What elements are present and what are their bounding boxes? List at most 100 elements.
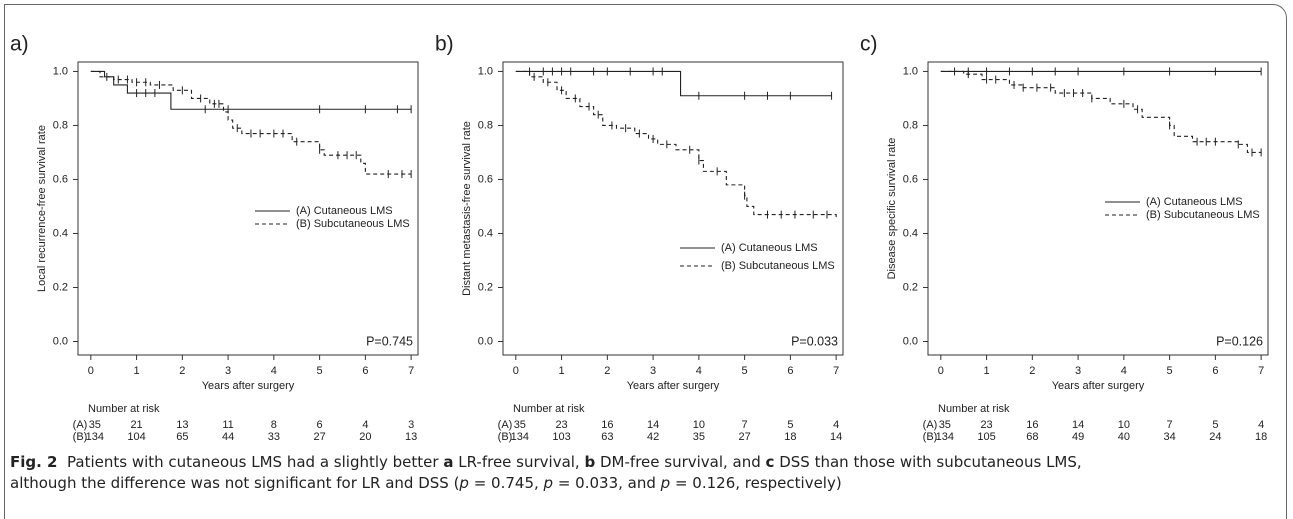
y-tick-label: 0.4	[478, 227, 493, 239]
risk-value: 8	[271, 419, 277, 431]
caption-text: c	[765, 453, 775, 471]
risk-value: 14	[830, 431, 842, 443]
risk-row-label: (A)	[498, 419, 513, 431]
x-tick-label: 2	[1029, 365, 1035, 377]
legend-label: (B) Subcutaneous LMS	[1146, 209, 1260, 221]
risk-value: 63	[601, 431, 613, 443]
x-tick-label: 7	[408, 365, 414, 377]
x-tick-label: 4	[271, 365, 277, 377]
survival-curve	[515, 70, 832, 97]
risk-title: Number at risk	[938, 403, 1010, 415]
risk-value: 35	[693, 431, 705, 443]
risk-value: 18	[1255, 431, 1267, 443]
x-axis-label: Years after surgery	[202, 380, 295, 392]
risk-value: 34	[1163, 431, 1175, 443]
survival-curve	[940, 70, 1262, 154]
caption-text: although the difference was not signific…	[10, 474, 460, 492]
x-tick-label: 7	[833, 365, 839, 377]
x-tick-label: 7	[1258, 365, 1264, 377]
caption-text: = 0.033, and	[553, 474, 661, 492]
x-tick-label: 6	[362, 365, 368, 377]
caption-text: b	[584, 453, 596, 471]
panel-label: b)	[435, 33, 454, 56]
risk-title: Number at risk	[88, 403, 160, 415]
y-tick-label: 0.8	[478, 119, 493, 131]
x-tick-label: 0	[513, 365, 519, 377]
y-axis-label: Distant metastasis-free survival rate	[461, 121, 473, 296]
risk-value: 40	[1118, 431, 1130, 443]
y-tick-label: 0.0	[478, 335, 493, 347]
survival-curve	[90, 70, 412, 175]
x-axis-label: Years after surgery	[1052, 380, 1145, 392]
x-tick-label: 6	[1212, 365, 1218, 377]
risk-value: 23	[555, 419, 567, 431]
risk-value: 16	[601, 419, 613, 431]
legend-label: (B) Subcutaneous LMS	[721, 260, 835, 272]
risk-value: 4	[1258, 419, 1264, 431]
y-tick-label: 0.6	[478, 173, 493, 185]
x-tick-label: 1	[134, 365, 140, 377]
caption-text: p	[459, 474, 469, 492]
risk-value: 134	[936, 431, 954, 443]
survival-curve	[90, 70, 412, 110]
figure-frame	[4, 4, 1287, 519]
y-axis-label: Local recurrence-free survival rate	[36, 125, 48, 292]
caption-text: Patients with cutaneous LMS had a slight…	[57, 453, 444, 471]
y-tick-label: 0.2	[53, 281, 68, 293]
risk-value: 7	[742, 419, 748, 431]
y-tick-label: 0.8	[53, 119, 68, 131]
legend-label: (A) Cutaneous LMS	[1146, 196, 1243, 208]
risk-value: 68	[1026, 431, 1038, 443]
risk-value: 104	[127, 431, 145, 443]
risk-value: 33	[268, 431, 280, 443]
risk-value: 23	[980, 419, 992, 431]
risk-value: 35	[514, 419, 526, 431]
risk-value: 49	[1072, 431, 1084, 443]
x-tick-label: 5	[1167, 365, 1173, 377]
survival-curve	[515, 70, 837, 220]
caption-text: = 0.745,	[468, 474, 544, 492]
plot-frame	[502, 61, 844, 356]
caption-line: Fig. 2 Patients with cutaneous LMS had a…	[10, 452, 1280, 473]
risk-value: 20	[359, 431, 371, 443]
x-tick-label: 4	[1121, 365, 1127, 377]
panel-label: a)	[10, 33, 29, 56]
caption-text: a	[443, 453, 454, 471]
risk-value: 5	[787, 419, 793, 431]
x-tick-label: 3	[650, 365, 656, 377]
risk-value: 3	[408, 419, 414, 431]
x-tick-label: 3	[1075, 365, 1081, 377]
caption-text: LR-free survival,	[453, 453, 585, 471]
risk-value: 103	[552, 431, 570, 443]
y-tick-label: 0.0	[53, 335, 68, 347]
risk-title: Number at risk	[513, 403, 585, 415]
risk-value: 4	[362, 419, 368, 431]
risk-value: 11	[222, 419, 233, 431]
caption-text: = 0.126, respectively)	[670, 474, 842, 492]
x-tick-label: 1	[984, 365, 990, 377]
risk-row-label: (B)	[73, 431, 88, 443]
y-tick-label: 0.0	[903, 335, 918, 347]
y-axis-label: Disease specific survival rate	[886, 138, 898, 280]
x-tick-label: 2	[179, 365, 185, 377]
y-tick-label: 0.8	[903, 119, 918, 131]
risk-value: 4	[833, 419, 839, 431]
caption-text: DSS than those with subcutaneous LMS,	[774, 453, 1082, 471]
risk-row-label: (B)	[498, 431, 513, 443]
y-tick-label: 0.4	[53, 227, 68, 239]
risk-value: 10	[693, 419, 705, 431]
risk-value: 35	[939, 419, 951, 431]
risk-value: 44	[222, 431, 234, 443]
risk-value: 16	[1026, 419, 1038, 431]
p-value: P=0.126	[1216, 334, 1263, 348]
risk-row-label: (B)	[923, 431, 938, 443]
legend-label: (A) Cutaneous LMS	[721, 242, 818, 254]
caption-text: Fig. 2	[10, 453, 58, 471]
x-axis-label: Years after surgery	[627, 380, 720, 392]
x-tick-label: 5	[317, 365, 323, 377]
x-tick-label: 2	[604, 365, 610, 377]
risk-value: 10	[1118, 419, 1130, 431]
y-tick-label: 1.0	[478, 65, 493, 77]
